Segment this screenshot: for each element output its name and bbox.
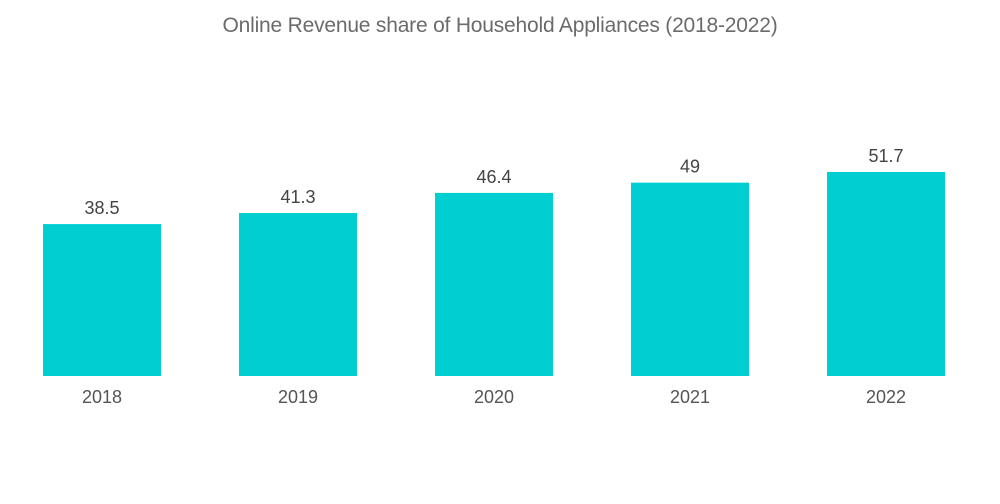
x-tick-2022: 2022 xyxy=(866,387,906,407)
value-label-2020: 46.4 xyxy=(476,167,511,187)
bar-2020 xyxy=(435,192,553,376)
bar-2021 xyxy=(631,182,749,376)
value-label-2021: 49 xyxy=(680,157,700,177)
chart-title: Online Revenue share of Household Applia… xyxy=(222,14,778,37)
x-tick-2021: 2021 xyxy=(670,387,710,407)
x-axis-ticks: 2018 2019 2020 2021 2022 xyxy=(82,387,906,407)
value-label-2019: 41.3 xyxy=(280,187,315,207)
x-tick-2020: 2020 xyxy=(474,387,514,407)
x-tick-2018: 2018 xyxy=(82,387,122,407)
value-label-2022: 51.7 xyxy=(868,146,903,166)
value-label-2018: 38.5 xyxy=(84,198,119,218)
bar-2018 xyxy=(43,224,161,376)
x-tick-2019: 2019 xyxy=(278,387,318,407)
bar-2022 xyxy=(827,172,945,376)
bar-2019 xyxy=(239,213,357,376)
bars-group xyxy=(43,172,945,376)
value-labels-group: 38.5 41.3 46.4 49 51.7 xyxy=(84,146,903,218)
